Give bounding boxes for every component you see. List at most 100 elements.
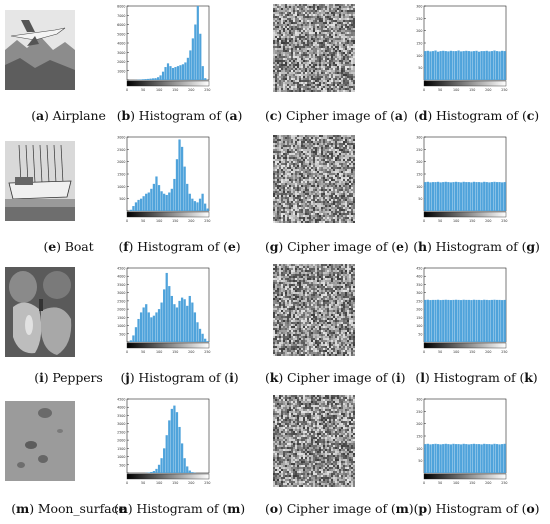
histogram-bar [175,159,179,211]
y-tick-label: 1500 [117,447,125,451]
histogram-bar [206,208,209,211]
histogram-bar [467,444,470,473]
histogram-bar [160,191,163,211]
histogram-bar [150,472,153,473]
x-tick-label: 100 [453,88,459,92]
y-tick-label: 1500 [117,316,125,320]
histogram-bar [193,201,197,211]
x-tick-label: 100 [156,350,162,354]
histogram-bar [426,50,429,80]
histogram-bar [457,299,460,342]
histogram-bar [436,444,440,473]
histogram-bar [488,182,491,211]
histogram-bar [180,297,184,342]
caption: (l) Histogram of (k) [415,370,538,385]
histogram-bar [493,181,496,211]
histogram-bar [147,192,150,211]
grayscale-bar [423,473,507,480]
x-tick-label: 0 [126,219,128,223]
histogram-bar [454,51,458,80]
histogram-bar [173,178,176,211]
histogram-bar [173,405,176,473]
histogram-bar [477,444,481,473]
x-tick-label: 150 [172,88,178,92]
histogram-cell: 300 250 200 150 100 50 0 50 100 150 200 250 (p) His… [408,393,545,524]
histogram-bar [191,198,194,211]
histogram-bar [498,299,501,342]
histogram-bar [472,443,476,473]
y-tick-label: 300 [416,5,422,9]
caption: (p) Histogram of (o) [413,501,540,516]
y-tick-label: 150 [416,316,422,320]
histogram-bar [147,312,150,342]
histogram-bar [188,193,191,211]
histogram-bar [163,448,166,473]
moon-surface-image [0,393,137,493]
y-tick-label: 1000 [117,324,125,328]
y-tick-label: 250 [416,148,422,152]
histogram-bar [460,300,463,342]
histogram-bar [488,51,491,80]
histogram-bar [449,182,453,211]
caption: (i) Peppers [34,370,103,385]
histogram-bar [194,24,197,80]
y-tick-label: 1500 [117,173,125,177]
histogram-bar [198,198,202,211]
histogram-bar [186,183,189,211]
y-tick-label: 1000 [117,455,125,459]
histogram-plot: 300 250 200 150 100 50 0 50 100 150 200 250 [408,393,545,493]
histogram-bar [429,182,432,211]
histogram-bar [139,312,143,342]
peppers-image [0,262,137,362]
histogram-bar [186,466,189,473]
x-tick-label: 150 [469,219,475,223]
histogram-bar [480,182,483,211]
figure-row: (m) Moon_surface 4500 4000 3500 3000 2500 200… [0,393,550,524]
x-tick-label: 50 [141,219,145,223]
histogram-bar [454,181,458,211]
histogram-bar [490,299,494,342]
histogram-bar [431,299,435,342]
x-tick-label: 0 [423,88,425,92]
x-tick-label: 0 [126,88,128,92]
histogram-bar [444,51,447,80]
histogram-bar [154,78,157,80]
histogram-bar [442,444,445,473]
histogram-bar [460,444,463,473]
cipher-cell: (k) Cipher image of (i) [265,262,405,393]
photo-cell: (a) Airplane [0,0,137,131]
caption: (n) Histogram of (m) [113,501,246,516]
x-tick-label: 100 [156,88,162,92]
histogram-bar [452,182,455,211]
histogram-plot: 8000 7000 6000 5000 4000 3000 2000 1000 0 50 100 15… [111,0,248,100]
histogram-bar [434,299,437,342]
histogram-bar [155,468,158,473]
histogram-bar [139,198,143,211]
histogram-bar [132,206,135,211]
grayscale-bar [126,211,210,218]
histogram-bar [193,312,197,342]
histogram-bar [129,209,132,211]
histogram-bar [470,51,473,80]
histogram-bar [424,444,427,473]
histogram-bar [503,182,506,211]
caption: (b) Histogram of (a) [116,108,243,123]
histogram-bar [134,327,138,342]
y-tick-label: 2500 [117,430,125,434]
x-tick-label: 250 [501,481,507,485]
y-tick-label: 4000 [117,42,125,46]
histogram-bar [426,299,429,342]
histogram-bar [431,182,435,211]
histogram-bar [201,66,204,80]
histogram-bar [485,444,488,473]
histogram-bar [449,300,453,342]
x-tick-label: 50 [438,219,442,223]
histogram-bar [493,443,496,473]
histogram-bar [477,182,481,211]
histogram-bar [186,305,189,342]
x-tick-label: 250 [204,219,210,223]
y-tick-label: 350 [416,283,422,287]
x-tick-label: 250 [501,88,507,92]
y-tick-label: 250 [416,410,422,414]
caption: (c) Cipher image of (a) [265,108,408,123]
